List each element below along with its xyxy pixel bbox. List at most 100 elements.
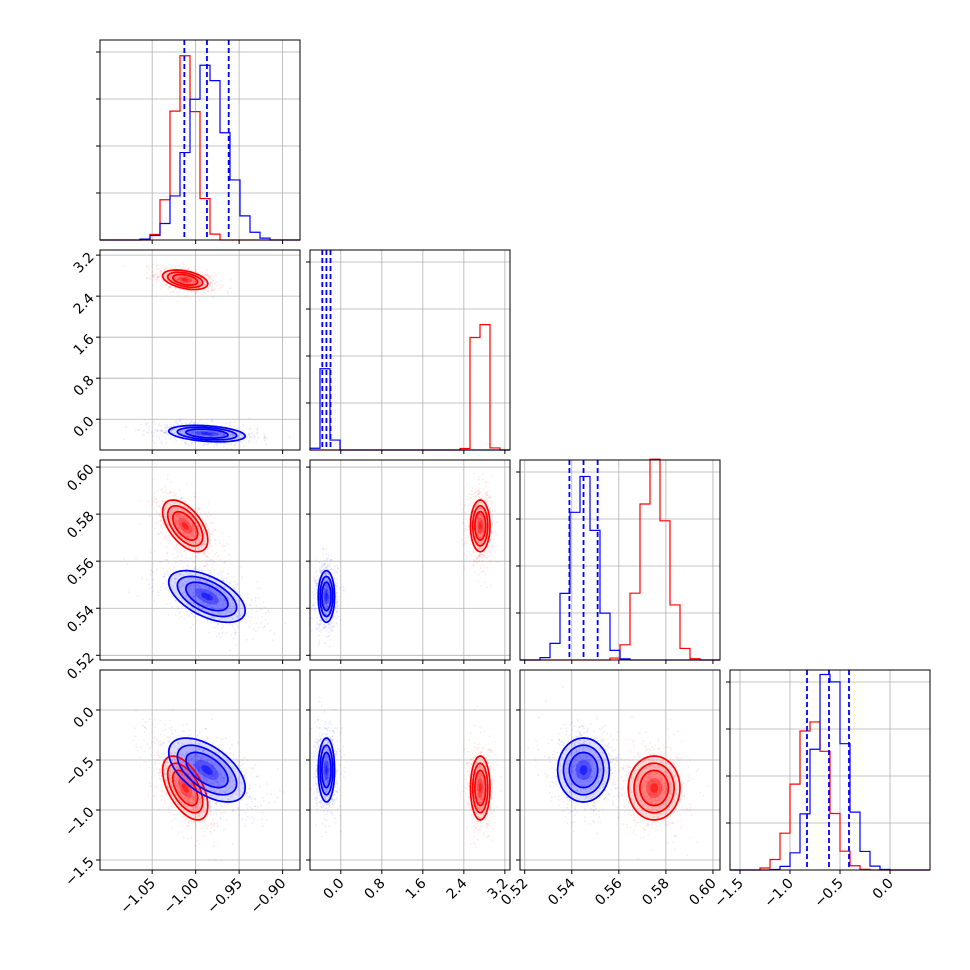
sample-point xyxy=(203,434,206,437)
sample-point xyxy=(151,271,154,274)
sample-point xyxy=(162,525,165,528)
sample-point xyxy=(215,274,218,277)
sample-point xyxy=(213,432,216,435)
sample-point xyxy=(183,505,185,508)
sample-point xyxy=(464,536,467,539)
sample-point xyxy=(187,431,190,434)
sample-point xyxy=(122,438,125,441)
sample-point xyxy=(201,518,204,521)
sample-point xyxy=(214,621,216,624)
sample-point xyxy=(256,432,259,435)
sample-point xyxy=(336,567,339,570)
sample-point xyxy=(165,277,168,280)
sample-point xyxy=(315,571,318,574)
sample-point xyxy=(255,581,258,584)
sample-point xyxy=(179,280,182,283)
sample-point xyxy=(184,533,187,536)
sample-point xyxy=(220,432,223,435)
sample-point xyxy=(190,420,193,423)
sample-point xyxy=(179,430,182,433)
sample-point xyxy=(162,522,165,524)
sample-point xyxy=(194,270,197,273)
sample-point xyxy=(233,637,235,639)
sample-point xyxy=(336,571,339,574)
sample-point xyxy=(216,432,219,434)
sample-point xyxy=(184,539,186,541)
sample-point xyxy=(192,555,195,558)
sample-point xyxy=(217,633,220,636)
sample-point xyxy=(256,427,259,430)
sample-point xyxy=(197,279,200,282)
sample-point xyxy=(212,825,215,828)
sample-point xyxy=(228,424,231,427)
sample-point xyxy=(212,841,215,843)
sample-point xyxy=(166,558,169,561)
sample-point xyxy=(208,534,211,537)
sample-point xyxy=(185,281,188,284)
sample-point xyxy=(165,272,168,275)
sample-point xyxy=(166,425,169,428)
sample-point xyxy=(173,519,176,522)
sample-point xyxy=(491,548,494,551)
sample-point xyxy=(176,275,179,278)
sample-point xyxy=(152,578,154,581)
sample-point xyxy=(164,432,167,435)
sample-point xyxy=(473,488,476,491)
sample-point xyxy=(160,585,163,588)
sample-point xyxy=(213,829,216,832)
sample-point xyxy=(176,516,179,518)
sample-point xyxy=(219,811,222,814)
sample-point xyxy=(198,507,201,510)
sample-point xyxy=(329,559,332,562)
sample-point xyxy=(183,532,186,534)
sample-point xyxy=(176,264,179,267)
sample-point xyxy=(162,575,165,578)
sample-point xyxy=(191,433,194,436)
sample-point xyxy=(210,559,213,562)
sample-point xyxy=(190,431,193,434)
sample-point xyxy=(176,279,179,282)
sample-point xyxy=(164,423,167,426)
sample-point xyxy=(225,422,228,425)
sample-point xyxy=(198,569,201,572)
sample-point xyxy=(190,526,193,529)
sample-point xyxy=(184,275,187,278)
sample-point xyxy=(193,508,196,510)
sample-point xyxy=(199,511,202,514)
sample-point xyxy=(176,544,179,547)
sample-point xyxy=(157,533,160,535)
sample-point xyxy=(183,520,185,523)
sample-point xyxy=(215,625,218,628)
sample-point xyxy=(208,552,211,555)
sample-point xyxy=(190,613,193,615)
sample-point xyxy=(166,552,169,555)
sample-point xyxy=(223,433,226,436)
sample-point xyxy=(192,624,195,626)
sample-point xyxy=(230,287,232,290)
sample-point xyxy=(262,601,265,604)
sample-point xyxy=(189,535,192,537)
sample-point xyxy=(467,525,470,528)
sample-point xyxy=(264,619,267,621)
sample-point xyxy=(197,541,200,544)
sample-point xyxy=(189,827,191,830)
sample-point xyxy=(196,840,199,843)
sample-point xyxy=(249,620,251,623)
sample-point xyxy=(209,810,212,813)
sample-point xyxy=(191,281,194,283)
sample-point xyxy=(314,593,316,596)
sample-point xyxy=(216,432,219,435)
sample-point xyxy=(488,507,491,510)
sample-point xyxy=(176,508,179,511)
sample-point xyxy=(195,825,198,828)
sample-point xyxy=(209,514,212,517)
sample-point xyxy=(236,437,238,440)
sample-point xyxy=(122,265,125,268)
sample-point xyxy=(191,524,194,527)
sample-point xyxy=(162,432,165,435)
sample-point xyxy=(321,566,324,569)
sample-point xyxy=(234,629,237,632)
sample-point xyxy=(463,552,466,555)
sample-point xyxy=(172,553,175,556)
sample-point xyxy=(186,610,189,613)
